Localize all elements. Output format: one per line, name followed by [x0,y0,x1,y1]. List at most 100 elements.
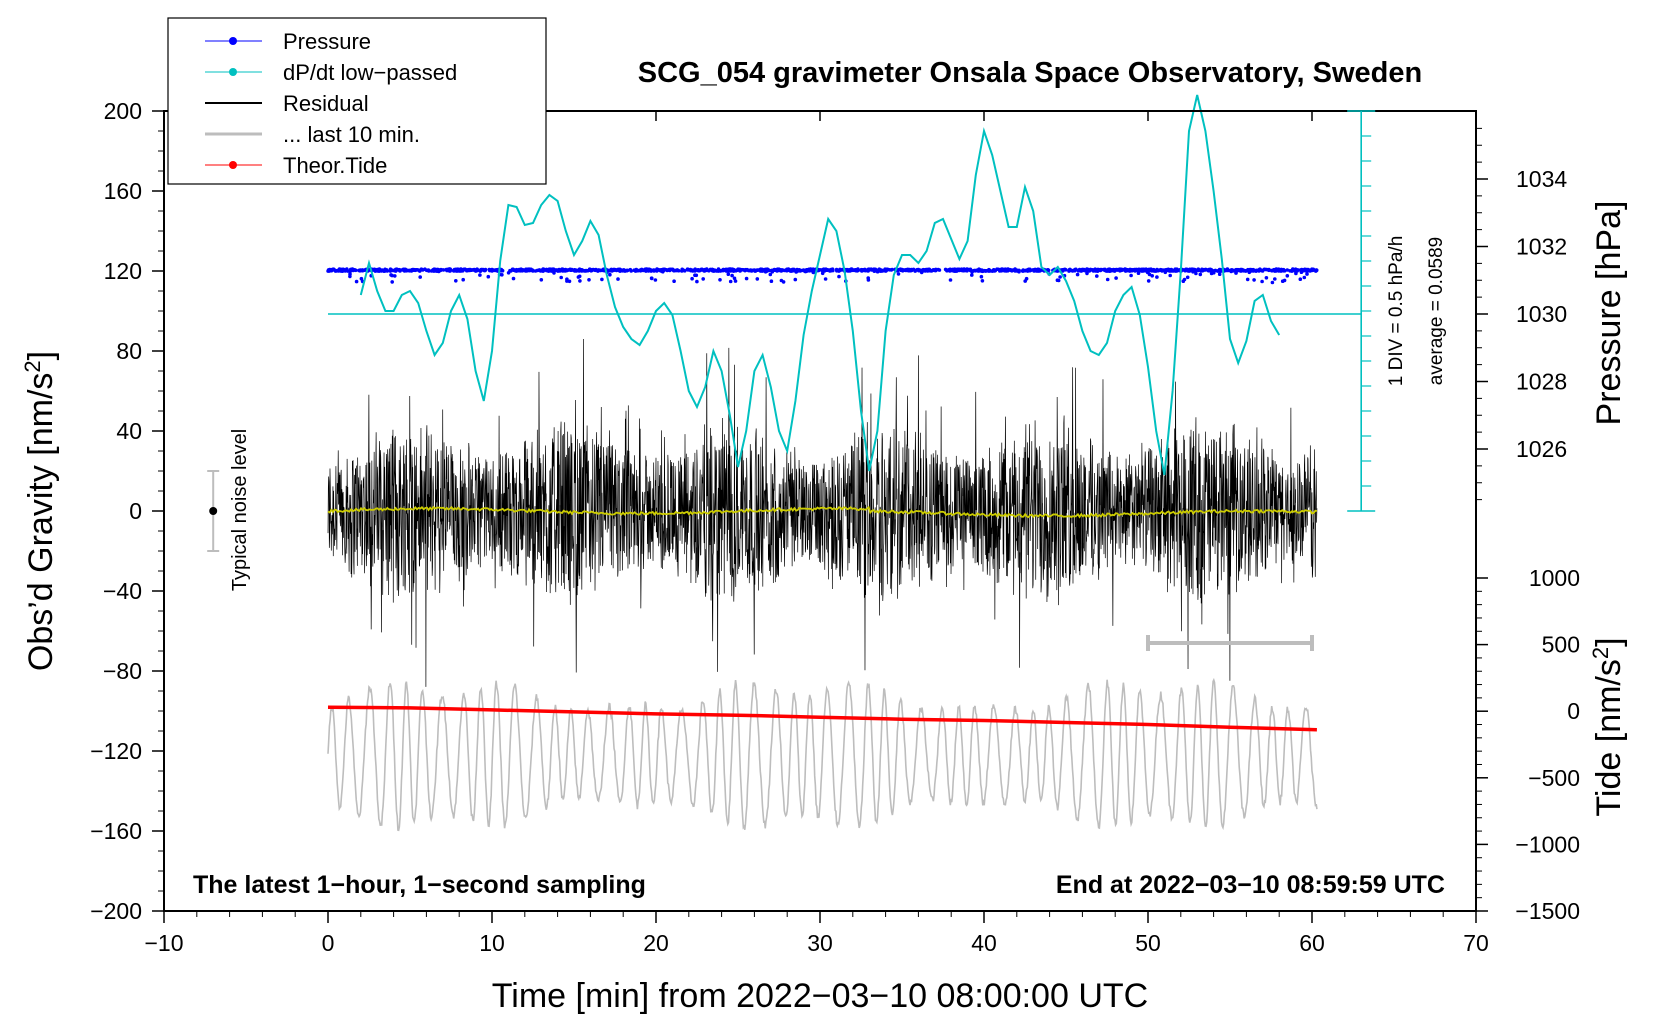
y-tick-label: −80 [103,658,142,684]
pressure-point [1021,268,1026,273]
pressure-point [359,276,364,281]
pressure-point [1150,269,1154,273]
legend: Pressure dP/dt low−passed Residual ... last… [167,17,547,185]
pressure-point [1075,272,1080,277]
pressure-point [1298,277,1303,282]
pressure-point [922,268,927,273]
y-axis-title-gravity: Obs’d Gravity [nm/s2] [20,351,61,671]
pressure-tick-label: 1026 [1516,436,1567,462]
pressure-point [353,268,357,272]
pressure-point [1095,274,1099,278]
theor-tide-trace [327,705,1317,732]
pressure-point [889,268,894,272]
x-tick-label: 50 [1135,930,1161,956]
pressure-point [765,267,770,272]
pressure-point [1006,267,1010,271]
pressure-point [1264,276,1269,280]
pressure-point [1209,271,1214,276]
pressure-point [1077,268,1081,273]
pressure-point [1233,268,1238,273]
pressure-point [473,269,478,273]
pressure-point [979,269,983,273]
pressure-point [567,279,572,284]
pressure-point [618,269,622,273]
pressure-point [1285,268,1290,272]
pressure-point [907,267,912,272]
pressure-point [415,268,419,272]
pressure-point [862,268,866,273]
pressure-point [1314,268,1319,273]
legend-marker-1 [229,68,237,76]
tide-tick-label: 500 [1542,632,1580,658]
tide-tick-label: 1000 [1529,565,1580,591]
pressure-point [573,269,577,273]
legend-label-4: Theor.Tide [283,153,387,178]
pressure-point [1207,267,1211,272]
pressure-point [513,268,518,273]
last-10-min-trace [327,677,1318,832]
pressure-point [1270,280,1275,285]
pressure-point [1249,269,1254,273]
pressure-point [1144,267,1148,272]
y-axis-title-gravity-close: ] [22,351,60,360]
pressure-point [730,273,734,278]
pressure-point [1112,269,1117,273]
pressure-point [405,268,409,273]
pressure-point [1129,273,1133,278]
pressure-point [1168,273,1172,278]
pressure-point [374,268,378,272]
pressure-point [866,276,870,280]
pressure-point [1254,268,1259,273]
y-axis-title-pressure: Pressure [hPa] [1590,201,1628,426]
pressure-point [837,274,841,279]
pressure-point [600,277,604,282]
legend-marker-0 [229,37,237,45]
pressure-point [379,269,384,273]
pressure-point [608,272,612,277]
pressure-point [1252,278,1256,282]
pressure-point [1190,267,1194,272]
x-tick-label: 60 [1299,930,1325,956]
pressure-point [468,267,472,272]
pressure-point [1146,279,1151,283]
pressure-point [1132,268,1137,273]
pressure-point [1121,268,1125,272]
pressure-point [1246,267,1250,272]
pressure-point [1228,268,1233,273]
pressure-point [728,269,733,273]
pressure-point [1147,272,1152,277]
y-tick-label: −40 [103,578,142,604]
pressure-point [621,268,626,272]
pressure-point [917,268,921,273]
pressure-point [927,268,932,273]
pressure-point [660,267,665,272]
pressure-point [426,268,431,272]
pressure-point [953,268,958,272]
pressure-point [389,273,393,277]
pressure-point [1055,278,1060,283]
tide-tick-label: −1500 [1515,898,1580,924]
pressure-point [680,269,684,273]
pressure-point [1182,277,1187,282]
last-10-min-bar [1146,635,1314,651]
pressure-point [609,267,613,272]
x-tick-label: 10 [479,930,505,956]
pressure-point [803,268,808,273]
pressure-point [963,268,967,273]
chart-title: SCG_054 gravimeter Onsala Space Observat… [638,57,1422,89]
pressure-point [478,273,482,277]
pressure-point [328,268,332,273]
x-tick-label: 40 [971,930,997,956]
x-tick-label: −10 [144,930,183,956]
pressure-point [686,267,690,272]
pressure-point [1139,268,1143,273]
pressure-point [480,268,485,272]
pressure-point [589,267,593,272]
tide-tick-label: 0 [1567,698,1580,724]
y-tick-label: 200 [104,98,142,124]
pressure-point [493,268,498,273]
pressure-point [702,269,706,273]
pressure-point [1088,268,1092,273]
pressure-point [429,269,434,273]
